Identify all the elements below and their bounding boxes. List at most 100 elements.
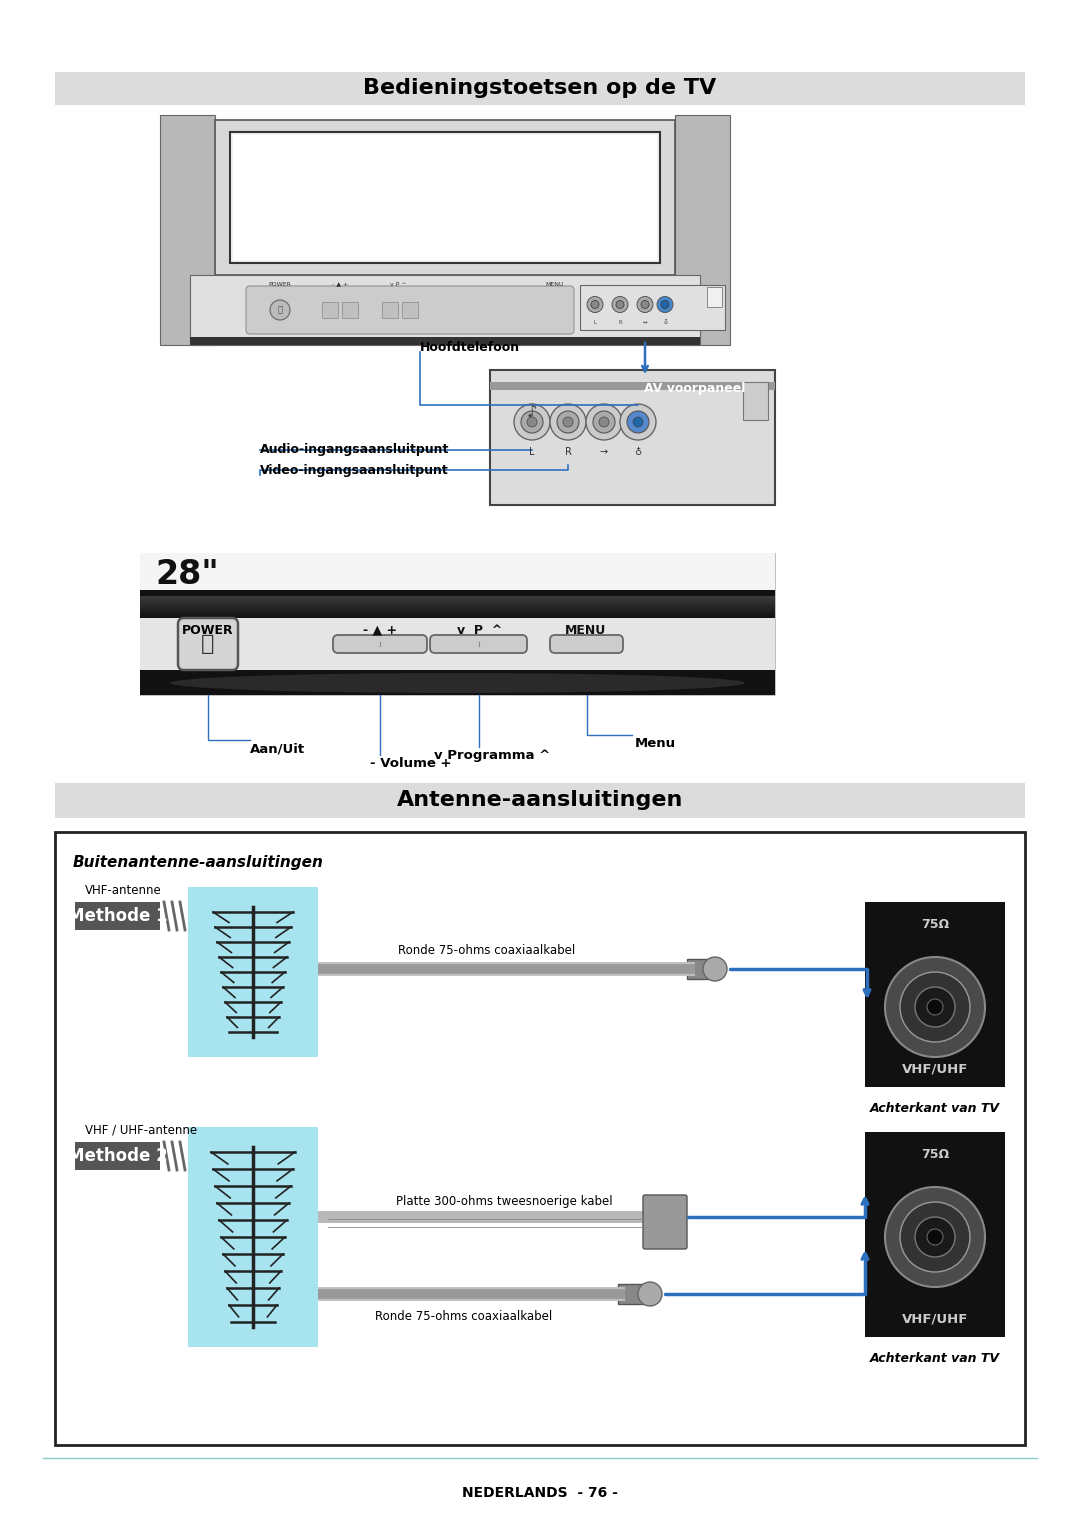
- Circle shape: [527, 417, 537, 426]
- Text: MENU: MENU: [545, 283, 564, 287]
- Bar: [140, 553, 775, 591]
- Bar: [188, 886, 318, 1057]
- Bar: [322, 303, 338, 318]
- Circle shape: [593, 411, 615, 432]
- Text: →: →: [599, 448, 608, 457]
- Bar: [140, 617, 775, 669]
- Text: Methode 2: Methode 2: [68, 1148, 167, 1164]
- Circle shape: [927, 999, 943, 1015]
- Circle shape: [514, 403, 550, 440]
- Text: Bedieningstoetsen op de TV: Bedieningstoetsen op de TV: [363, 78, 717, 98]
- Bar: [140, 590, 775, 617]
- Circle shape: [633, 417, 643, 426]
- Text: - Volume +: - Volume +: [370, 756, 451, 770]
- Bar: [55, 72, 1025, 105]
- Text: ♁: ♁: [634, 448, 642, 457]
- Bar: [188, 1128, 318, 1348]
- Text: Achterkant van TV: Achterkant van TV: [870, 1103, 1000, 1115]
- Circle shape: [612, 296, 627, 313]
- Text: VHF-antenne: VHF-antenne: [85, 883, 162, 897]
- Text: L: L: [594, 319, 596, 324]
- Text: VHF / UHF-antenne: VHF / UHF-antenne: [85, 1123, 198, 1137]
- FancyBboxPatch shape: [643, 1195, 687, 1248]
- Text: Antenne-aansluitingen: Antenne-aansluitingen: [396, 790, 684, 810]
- FancyBboxPatch shape: [178, 617, 238, 669]
- Text: Platte 300-ohms tweesnoerige kabel: Platte 300-ohms tweesnoerige kabel: [395, 1195, 612, 1209]
- Bar: [55, 782, 1025, 817]
- Circle shape: [521, 411, 543, 432]
- Text: Achterkant van TV: Achterkant van TV: [870, 1352, 1000, 1366]
- Text: 75Ω: 75Ω: [921, 917, 949, 931]
- Circle shape: [550, 403, 586, 440]
- Bar: [618, 1284, 650, 1303]
- Text: v  P  ^: v P ^: [457, 623, 502, 637]
- Text: Video-ingangsaansluitpunt: Video-ingangsaansluitpunt: [260, 465, 449, 477]
- Bar: [707, 287, 723, 307]
- Bar: [865, 902, 1005, 1086]
- Bar: [402, 303, 418, 318]
- Circle shape: [557, 411, 579, 432]
- FancyBboxPatch shape: [333, 636, 427, 652]
- Bar: [215, 121, 675, 275]
- Circle shape: [599, 417, 609, 426]
- Circle shape: [616, 301, 624, 309]
- Circle shape: [591, 301, 599, 309]
- Ellipse shape: [170, 672, 745, 694]
- Text: Ⓞ: Ⓞ: [278, 306, 283, 315]
- Bar: [687, 960, 715, 979]
- Bar: [580, 286, 725, 330]
- Circle shape: [620, 403, 656, 440]
- Bar: [190, 338, 700, 345]
- Bar: [640, 377, 750, 400]
- Text: ↔: ↔: [643, 319, 647, 324]
- Bar: [230, 131, 660, 263]
- Circle shape: [885, 957, 985, 1057]
- Bar: [55, 833, 1025, 1445]
- Circle shape: [900, 1203, 970, 1271]
- Circle shape: [637, 296, 653, 313]
- Bar: [233, 134, 657, 260]
- Text: Aan/Uit: Aan/Uit: [249, 743, 306, 755]
- Text: ♁: ♁: [663, 319, 667, 324]
- Circle shape: [642, 301, 649, 309]
- Text: L: L: [529, 448, 535, 457]
- Bar: [190, 275, 700, 345]
- Text: v P ^: v P ^: [390, 283, 406, 287]
- Circle shape: [703, 957, 727, 981]
- Text: 28": 28": [156, 558, 218, 591]
- Circle shape: [586, 403, 622, 440]
- Text: Buitenantenne-aansluitingen: Buitenantenne-aansluitingen: [73, 854, 324, 869]
- Bar: [382, 303, 399, 318]
- Bar: [865, 1132, 1005, 1337]
- Circle shape: [661, 301, 669, 309]
- Bar: [743, 382, 768, 420]
- Bar: [490, 370, 775, 504]
- Text: Menu: Menu: [635, 736, 676, 750]
- Bar: [140, 553, 775, 695]
- Text: Ronde 75-ohms coaxiaalkabel: Ronde 75-ohms coaxiaalkabel: [397, 944, 576, 958]
- Text: - ▲ +: - ▲ +: [363, 623, 397, 637]
- Text: POWER: POWER: [183, 623, 233, 637]
- Text: R: R: [565, 448, 571, 457]
- Circle shape: [627, 411, 649, 432]
- Text: Methode 1: Methode 1: [68, 908, 167, 924]
- Bar: [490, 382, 775, 390]
- Bar: [160, 115, 215, 345]
- FancyBboxPatch shape: [246, 286, 573, 335]
- Bar: [675, 115, 730, 345]
- Text: MENU: MENU: [565, 623, 606, 637]
- Bar: [75, 1141, 160, 1170]
- Text: Ronde 75-ohms coaxiaalkabel: Ronde 75-ohms coaxiaalkabel: [376, 1309, 553, 1323]
- Text: R: R: [618, 319, 622, 324]
- FancyBboxPatch shape: [430, 636, 527, 652]
- Circle shape: [588, 296, 603, 313]
- Circle shape: [885, 1187, 985, 1287]
- Text: NEDERLANDS  - 76 -: NEDERLANDS - 76 -: [462, 1487, 618, 1500]
- Text: - ▲ +: - ▲ +: [332, 283, 348, 287]
- Text: Hoofdtelefoon: Hoofdtelefoon: [420, 341, 521, 354]
- Circle shape: [915, 1216, 955, 1258]
- Circle shape: [563, 417, 573, 426]
- Circle shape: [927, 1229, 943, 1245]
- Bar: [140, 669, 775, 695]
- Text: 75Ω: 75Ω: [921, 1148, 949, 1160]
